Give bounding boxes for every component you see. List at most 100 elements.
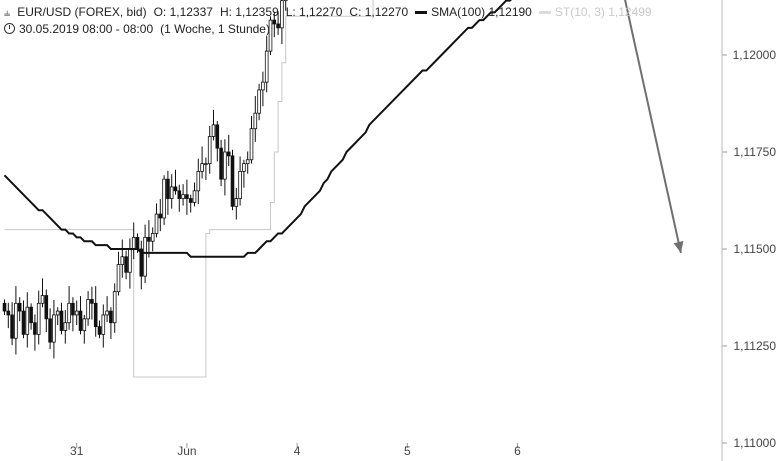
candle-body xyxy=(17,302,22,312)
candle-body xyxy=(196,170,201,192)
candle-body xyxy=(52,314,56,343)
sma-legend: SMA(100) 1,12190 xyxy=(415,5,532,19)
candle-body xyxy=(6,310,11,316)
axes-layer: 1,132501,130001,127501,125001,122501,120… xyxy=(70,0,777,461)
candle-body xyxy=(82,318,87,331)
candle-body xyxy=(204,163,208,166)
candle-body xyxy=(211,124,216,137)
x-tick-label: 4 xyxy=(294,444,301,458)
candle-body xyxy=(135,236,140,250)
candle-body xyxy=(264,50,269,83)
candle-body xyxy=(128,248,132,273)
candle-body xyxy=(124,256,128,273)
candle-body xyxy=(158,213,163,219)
candle-body xyxy=(21,310,26,335)
candle-body xyxy=(25,306,30,335)
date-range: 30.05.2019 08:00 - 08:00 xyxy=(19,22,154,36)
candle-body xyxy=(109,310,113,324)
candle-body xyxy=(78,310,83,331)
candle-body xyxy=(242,163,246,172)
close-value: C: 1,12270 xyxy=(349,5,409,19)
candle-body xyxy=(192,190,197,203)
candle-body xyxy=(143,236,147,277)
candle-body xyxy=(71,302,75,316)
candle-body xyxy=(223,151,227,180)
y-tick-label: 1,11000 xyxy=(734,436,777,450)
candle-body xyxy=(173,186,178,192)
annotations-layer xyxy=(624,0,684,254)
candle-body xyxy=(93,302,98,328)
candle-body xyxy=(131,236,136,250)
supertrend-line xyxy=(4,0,374,378)
candle-body xyxy=(226,151,231,157)
candle-body xyxy=(272,19,277,25)
x-tick-label: Jun xyxy=(177,444,196,458)
candle-body xyxy=(234,198,239,207)
sma-legend-label: SMA(100) 1,12190 xyxy=(431,5,532,19)
candle-body xyxy=(33,322,37,335)
y-tick-label: 1,12000 xyxy=(733,48,777,62)
candle-body xyxy=(169,186,174,199)
candle-body xyxy=(276,23,280,29)
candle-body xyxy=(63,322,68,331)
x-tick-label: 5 xyxy=(404,444,411,458)
period-label: (1 Woche, 1 Stunde) xyxy=(160,22,270,36)
supertrend-legend-label: ST(10, 3) 1,12499 xyxy=(554,5,652,19)
supertrend-layer xyxy=(4,0,374,378)
scenario-down-arrow xyxy=(624,0,682,254)
candle-body xyxy=(253,112,258,130)
candle-body xyxy=(112,291,117,324)
candle-body xyxy=(257,89,261,114)
y-tick-label: 1,11500 xyxy=(734,242,777,256)
candle-body xyxy=(162,178,166,219)
chart-type-icon: ⫨ xyxy=(4,7,11,19)
candle-body xyxy=(40,295,45,304)
candles-layer xyxy=(2,0,288,359)
candle-body xyxy=(238,170,242,199)
supertrend-swatch-icon xyxy=(538,11,551,15)
clock-icon xyxy=(4,23,15,34)
candle-body xyxy=(166,178,170,199)
candle-body xyxy=(249,128,254,161)
x-tick-label: 31 xyxy=(70,444,84,458)
candle-body xyxy=(215,124,220,149)
instrument-info-row: ⫨ EUR/USD (FOREX, bid) O: 1,12337 H: 1,1235… xyxy=(4,5,659,20)
candle-body xyxy=(29,306,33,324)
x-tick-label: 6 xyxy=(514,444,521,458)
y-tick-label: 1,11750 xyxy=(734,145,777,159)
open-value: O: 1,12337 xyxy=(153,5,213,19)
candle-body xyxy=(90,299,94,304)
sma-layer xyxy=(3,0,512,258)
candle-body xyxy=(207,136,212,165)
y-tick-label: 1,11250 xyxy=(734,339,777,353)
candle-body xyxy=(48,318,52,343)
candle-body xyxy=(280,0,284,29)
period-info-row: 30.05.2019 08:00 - 08:00 (1 Woche, 1 Stun… xyxy=(4,22,277,36)
symbol-label: EUR/USD (FOREX, bid) xyxy=(17,5,147,19)
candle-body xyxy=(105,310,109,316)
candle-body xyxy=(154,213,159,234)
candle-body xyxy=(116,264,121,293)
supertrend-legend: ST(10, 3) 1,12499 xyxy=(538,5,652,19)
candle-body xyxy=(120,256,125,265)
candle-body xyxy=(200,163,204,172)
candle-body xyxy=(86,299,90,320)
candle-body xyxy=(177,190,182,199)
candle-body xyxy=(283,0,288,2)
candle-body xyxy=(150,233,155,242)
candle-body xyxy=(36,302,41,335)
candle-body xyxy=(245,159,250,165)
candle-body xyxy=(74,310,79,316)
sma-swatch-icon xyxy=(415,11,428,15)
candle-body xyxy=(97,326,102,335)
candle-body xyxy=(59,310,64,331)
candle-body xyxy=(147,236,151,242)
candle-body xyxy=(268,19,273,52)
candle-body xyxy=(55,310,60,316)
low-value: L: 1,12270 xyxy=(285,5,343,19)
candle-body xyxy=(261,81,265,91)
candle-body xyxy=(185,194,189,199)
candle-body xyxy=(188,198,193,203)
